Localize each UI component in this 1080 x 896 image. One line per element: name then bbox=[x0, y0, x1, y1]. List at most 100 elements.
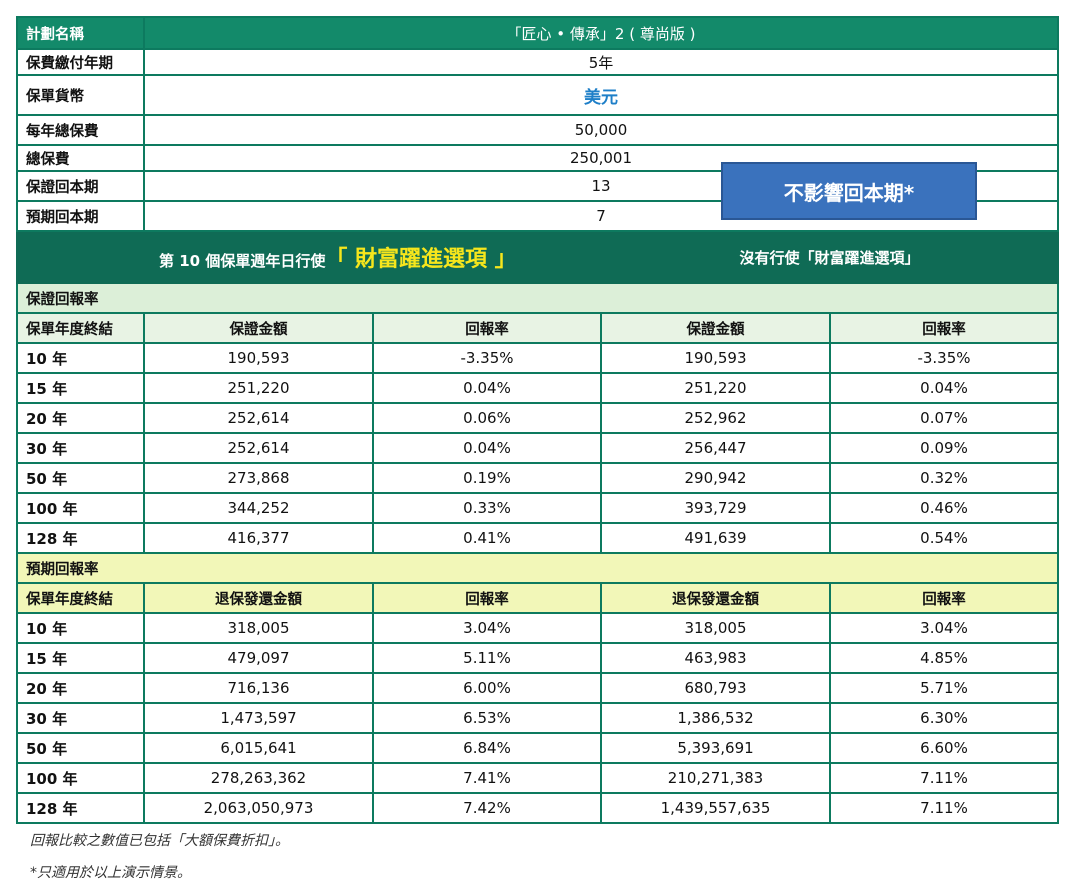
rate-cell: 3.04% bbox=[372, 612, 602, 644]
table-row: 128 年 2,063,050,973 7.42% 1,439,557,635 7.11… bbox=[16, 792, 1059, 824]
policy-year-cell: 20 年 bbox=[16, 402, 145, 434]
rate-cell: 7.11% bbox=[829, 762, 1059, 794]
amount-cell: 251,220 bbox=[600, 372, 831, 404]
guaranteed-section-row: 保證回報率 bbox=[16, 282, 1059, 314]
policy-year-cell: 15 年 bbox=[16, 642, 145, 674]
rate-cell: 0.46% bbox=[829, 492, 1059, 524]
table-row: 100 年 278,263,362 7.41% 210,271,383 7.11% bbox=[16, 762, 1059, 794]
amount-cell: 491,639 bbox=[600, 522, 831, 554]
rate-cell: -3.35% bbox=[829, 342, 1059, 374]
rate-cell: 0.32% bbox=[829, 462, 1059, 494]
amount-cell: 318,005 bbox=[143, 612, 374, 644]
amount-cell: 210,271,383 bbox=[600, 762, 831, 794]
amount-cell: 290,942 bbox=[600, 462, 831, 494]
rate-cell: 6.30% bbox=[829, 702, 1059, 734]
table-row: 50 年 273,868 0.19% 290,942 0.32% bbox=[16, 462, 1059, 494]
projected-section-title: 預期回報率 bbox=[16, 552, 1059, 584]
total-premium-label: 總保費 bbox=[16, 144, 145, 172]
amount-cell: 1,473,597 bbox=[143, 702, 374, 734]
table-row: 100 年 344,252 0.33% 393,729 0.46% bbox=[16, 492, 1059, 524]
column-header-policy-year: 保單年度終結 bbox=[16, 312, 145, 344]
policy-year-cell: 100 年 bbox=[16, 762, 145, 794]
column-header-surrender-amount: 退保發還金額 bbox=[600, 582, 831, 614]
rate-cell: 3.04% bbox=[829, 612, 1059, 644]
amount-cell: 1,386,532 bbox=[600, 702, 831, 734]
policy-year-cell: 10 年 bbox=[16, 612, 145, 644]
table-row: 50 年 6,015,641 6.84% 5,393,691 6.60% bbox=[16, 732, 1059, 764]
amount-cell: 252,614 bbox=[143, 432, 374, 464]
rate-cell: 7.11% bbox=[829, 792, 1059, 824]
table-row: 15 年 251,220 0.04% 251,220 0.04% bbox=[16, 372, 1059, 404]
option-header-exercised: 第 10 個保單週年日行使「 財富躍進選項 」 bbox=[143, 230, 602, 284]
table-row: 20 年 716,136 6.00% 680,793 5.71% bbox=[16, 672, 1059, 704]
currency-value: 美元 bbox=[143, 74, 1059, 116]
column-header-return-rate: 回報率 bbox=[829, 312, 1059, 344]
amount-cell: 344,252 bbox=[143, 492, 374, 524]
policy-year-cell: 30 年 bbox=[16, 432, 145, 464]
projected-column-header-row: 保單年度終結 退保發還金額 回報率 退保發還金額 回報率 bbox=[16, 582, 1059, 614]
plan-comparison-table-wrapper: 計劃名稱 「匠心 • 傳承」2 ( 尊尚版 ) 保費繳付年期 5年 保單貨幣 美… bbox=[16, 16, 1059, 824]
rate-cell: 6.53% bbox=[372, 702, 602, 734]
rate-cell: 5.11% bbox=[372, 642, 602, 674]
plan-name-label: 計劃名稱 bbox=[16, 16, 145, 50]
guaranteed-breakeven-label: 保證回本期 bbox=[16, 170, 145, 202]
column-header-policy-year: 保單年度終結 bbox=[16, 582, 145, 614]
rate-cell: 6.60% bbox=[829, 732, 1059, 764]
amount-cell: 190,593 bbox=[600, 342, 831, 374]
rate-cell: 0.04% bbox=[372, 372, 602, 404]
amount-cell: 393,729 bbox=[600, 492, 831, 524]
table-row: 20 年 252,614 0.06% 252,962 0.07% bbox=[16, 402, 1059, 434]
amount-cell: 680,793 bbox=[600, 672, 831, 704]
column-header-guaranteed-amount: 保證金額 bbox=[143, 312, 374, 344]
annual-premium-value: 50,000 bbox=[143, 114, 1059, 146]
rate-cell: 7.41% bbox=[372, 762, 602, 794]
table-row: 15 年 479,097 5.11% 463,983 4.85% bbox=[16, 642, 1059, 674]
rate-cell: 7.42% bbox=[372, 792, 602, 824]
option-header-emphasis: 「 財富躍進選項 」 bbox=[325, 247, 517, 272]
plan-name-value: 「匠心 • 傳承」2 ( 尊尚版 ) bbox=[143, 16, 1059, 50]
policy-year-cell: 50 年 bbox=[16, 732, 145, 764]
policy-year-cell: 15 年 bbox=[16, 372, 145, 404]
amount-cell: 190,593 bbox=[143, 342, 374, 374]
premium-term-row: 保費繳付年期 5年 bbox=[16, 48, 1059, 76]
policy-year-cell: 50 年 bbox=[16, 462, 145, 494]
rate-cell: 0.07% bbox=[829, 402, 1059, 434]
amount-cell: 256,447 bbox=[600, 432, 831, 464]
policy-year-cell: 128 年 bbox=[16, 522, 145, 554]
footnote-discount: 回報比較之數值已包括「大額保費折扣」。 bbox=[30, 833, 289, 849]
column-header-surrender-amount: 退保發還金額 bbox=[143, 582, 374, 614]
rate-cell: 0.06% bbox=[372, 402, 602, 434]
table-row: 128 年 416,377 0.41% 491,639 0.54% bbox=[16, 522, 1059, 554]
table-row: 10 年 318,005 3.04% 318,005 3.04% bbox=[16, 612, 1059, 644]
footnotes: 回報比較之數值已包括「大額保費折扣」。 *只適用於以上演示情景。 bbox=[30, 830, 289, 894]
amount-cell: 6,015,641 bbox=[143, 732, 374, 764]
policy-year-cell: 10 年 bbox=[16, 342, 145, 374]
option-header-row: 第 10 個保單週年日行使「 財富躍進選項 」 沒有行使「財富躍進選項」 bbox=[16, 230, 1059, 284]
guaranteed-column-header-row: 保單年度終結 保證金額 回報率 保證金額 回報率 bbox=[16, 312, 1059, 344]
rate-cell: 0.54% bbox=[829, 522, 1059, 554]
footnote-scenario: *只適用於以上演示情景。 bbox=[30, 865, 191, 881]
table-row: 10 年 190,593 -3.35% 190,593 -3.35% bbox=[16, 342, 1059, 374]
projected-section-row: 預期回報率 bbox=[16, 552, 1059, 584]
amount-cell: 278,263,362 bbox=[143, 762, 374, 794]
amount-cell: 252,614 bbox=[143, 402, 374, 434]
table-row: 30 年 1,473,597 6.53% 1,386,532 6.30% bbox=[16, 702, 1059, 734]
option-header-blank bbox=[16, 230, 145, 284]
amount-cell: 5,393,691 bbox=[600, 732, 831, 764]
policy-year-cell: 100 年 bbox=[16, 492, 145, 524]
rate-cell: 0.41% bbox=[372, 522, 602, 554]
rate-cell: 4.85% bbox=[829, 642, 1059, 674]
amount-cell: 273,868 bbox=[143, 462, 374, 494]
column-header-return-rate: 回報率 bbox=[372, 312, 602, 344]
amount-cell: 463,983 bbox=[600, 642, 831, 674]
breakeven-unaffected-badge: 不影響回本期* bbox=[721, 162, 977, 220]
projected-breakeven-label: 預期回本期 bbox=[16, 200, 145, 232]
option-header-prefix: 第 10 個保單週年日行使 bbox=[159, 252, 326, 270]
premium-term-label: 保費繳付年期 bbox=[16, 48, 145, 76]
annual-premium-row: 每年總保費 50,000 bbox=[16, 114, 1059, 146]
amount-cell: 251,220 bbox=[143, 372, 374, 404]
column-header-return-rate: 回報率 bbox=[372, 582, 602, 614]
amount-cell: 318,005 bbox=[600, 612, 831, 644]
annual-premium-label: 每年總保費 bbox=[16, 114, 145, 146]
rate-cell: 5.71% bbox=[829, 672, 1059, 704]
